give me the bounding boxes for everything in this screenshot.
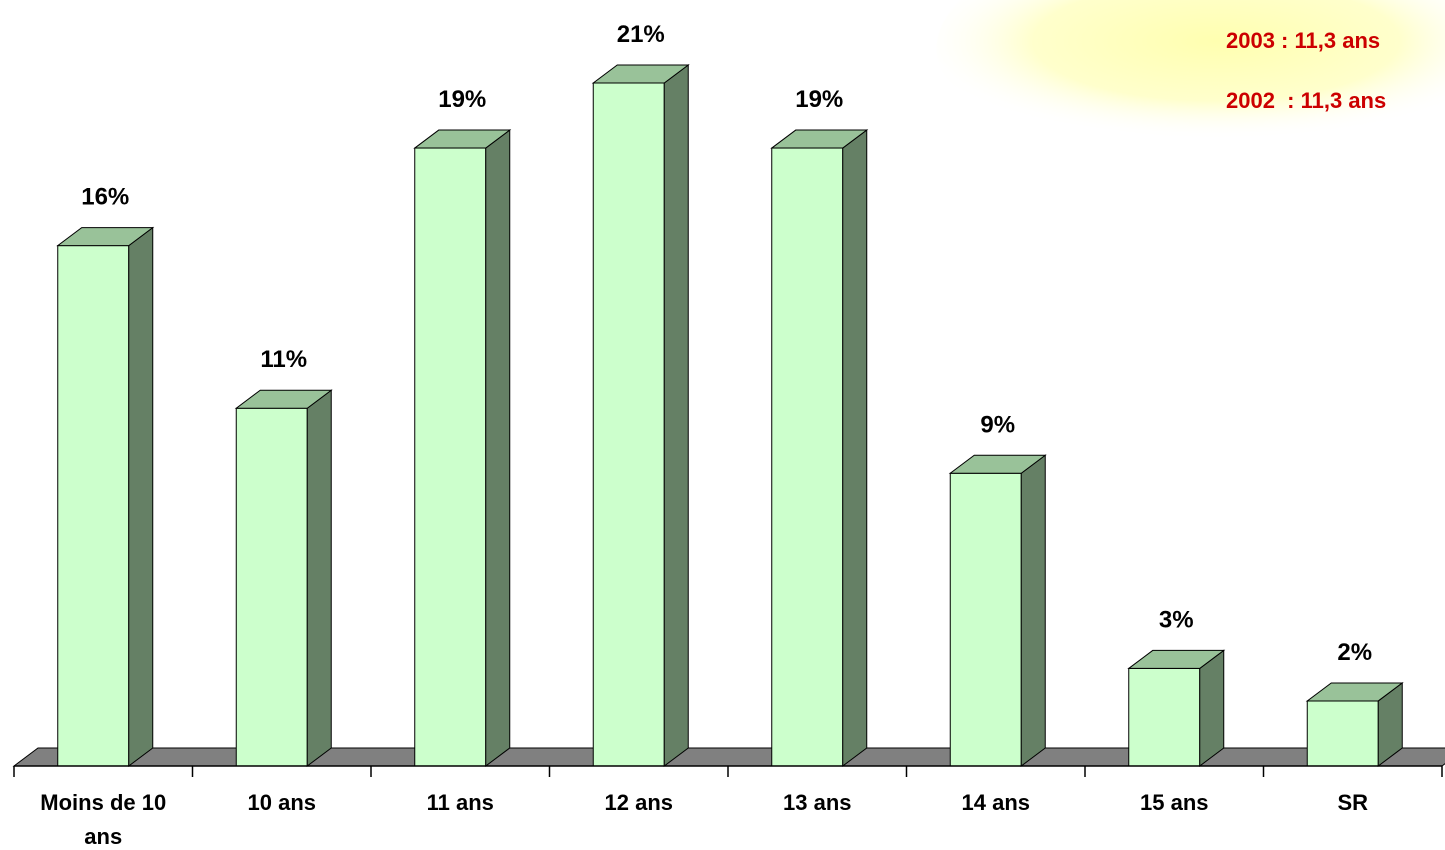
bar-front — [57, 245, 130, 767]
data-label: 21% — [617, 21, 665, 48]
x-tick-label: 14 ans — [962, 790, 1031, 815]
bar-5 — [770, 129, 869, 767]
data-label: 19% — [795, 86, 843, 113]
bar-front — [592, 82, 665, 767]
bar-side — [1199, 649, 1225, 767]
x-tick-label: SR — [1337, 790, 1368, 815]
data-label: 11% — [260, 346, 307, 373]
bar-top — [770, 129, 869, 149]
data-label: 19% — [438, 86, 486, 113]
bar-side — [1020, 454, 1046, 767]
bar-front — [1128, 667, 1201, 767]
bar-side — [485, 129, 511, 767]
bar-2 — [234, 389, 333, 767]
bar-top — [56, 227, 155, 247]
bar-6 — [948, 454, 1047, 767]
chart-floor — [12, 747, 1445, 767]
bar-top — [591, 64, 690, 84]
x-tick-label: Moins de 10 ans — [40, 790, 166, 849]
bar-front — [235, 407, 308, 767]
bar-top — [413, 129, 512, 149]
x-tick-label: 10 ans — [248, 790, 317, 815]
bar-front — [1306, 700, 1379, 767]
bar-top — [1305, 682, 1404, 702]
x-tick-label: 12 ans — [605, 790, 674, 815]
bar-front — [771, 147, 844, 767]
bar-side — [842, 129, 868, 767]
bar-side — [306, 389, 332, 767]
bar-top — [1127, 649, 1226, 669]
bar-3 — [413, 129, 512, 767]
data-label: 3% — [1159, 606, 1194, 633]
annotation-background — [936, 0, 1445, 165]
data-label: 9% — [980, 411, 1015, 438]
data-label: 2% — [1337, 639, 1372, 666]
bar-7 — [1127, 649, 1226, 767]
bar-8 — [1305, 681, 1404, 767]
bar-top — [234, 389, 333, 409]
bar-front — [949, 472, 1022, 767]
bar-top — [948, 454, 1047, 474]
bar-side — [663, 64, 689, 767]
x-tick-label: 15 ans — [1140, 790, 1209, 815]
bar-4 — [591, 64, 690, 767]
data-label: 16% — [81, 184, 129, 211]
bar-front — [414, 147, 487, 767]
x-tick-label: 13 ans — [783, 790, 852, 815]
bar-1 — [56, 226, 155, 767]
bar-side — [128, 226, 154, 767]
x-tick-label: 11 ans — [427, 790, 494, 815]
